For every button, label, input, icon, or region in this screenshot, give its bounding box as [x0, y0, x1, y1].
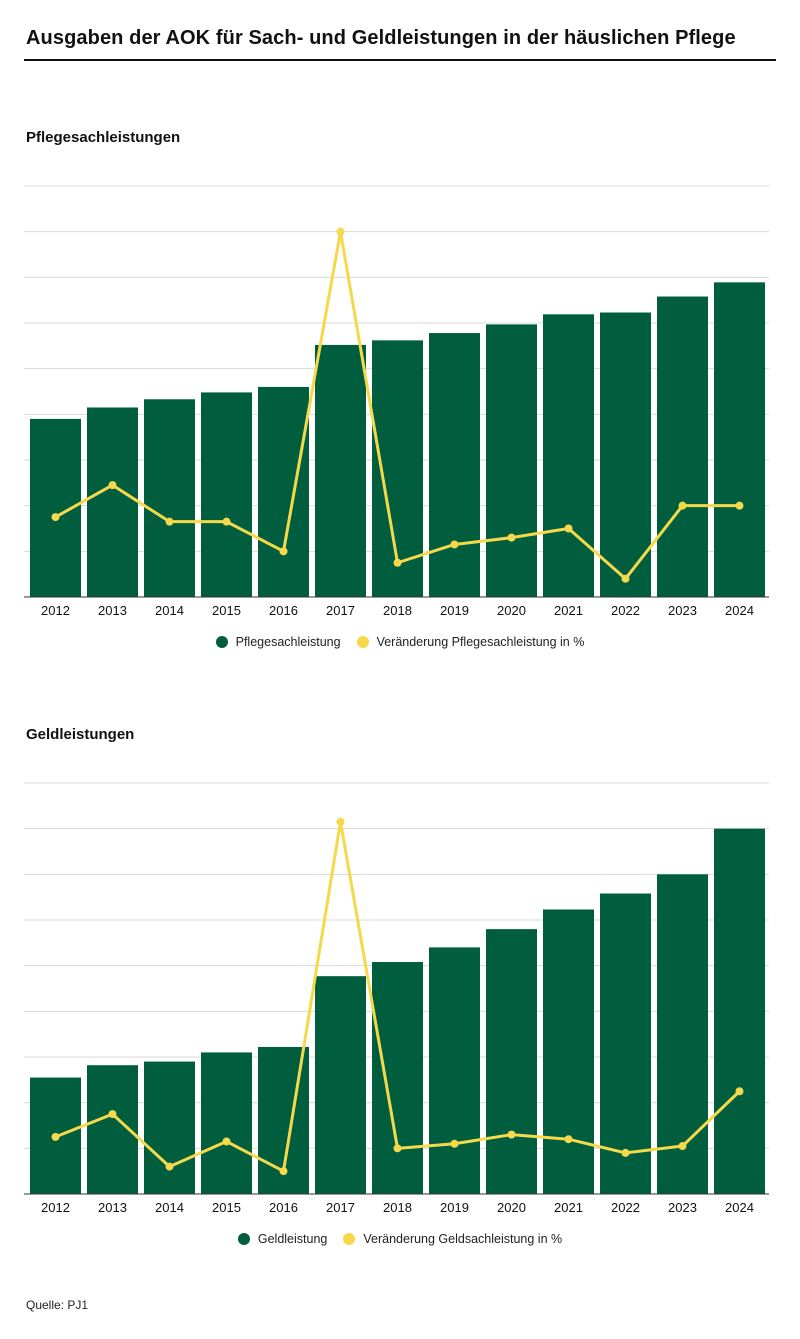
bar-2015 [201, 392, 252, 597]
chart-1-title: Pflegesachleistungen [26, 129, 181, 146]
title-divider [24, 59, 776, 61]
x-tick-label: 2019 [440, 603, 469, 618]
change-point-2012 [51, 1132, 60, 1141]
x-tick-label: 2012 [41, 603, 70, 618]
chart-2-title: Geldleistungen [26, 726, 135, 743]
bar-2021 [543, 909, 594, 1194]
x-tick-label: 2012 [41, 1200, 70, 1215]
change-point-2022 [621, 1148, 630, 1157]
legend-swatch-line [343, 1233, 356, 1245]
x-tick-label: 2022 [611, 1200, 640, 1215]
change-point-2018 [393, 1144, 402, 1153]
bar-2016 [258, 386, 309, 597]
bar-2024 [714, 828, 765, 1194]
change-point-2021 [564, 1135, 573, 1144]
change-point-2017 [336, 227, 345, 236]
x-tick-label: 2014 [155, 1200, 184, 1215]
bar-2014 [144, 399, 195, 597]
change-point-2019 [450, 1139, 459, 1148]
bar-2015 [201, 1052, 252, 1194]
x-tick-label: 2019 [440, 1200, 469, 1215]
x-tick-label: 2022 [611, 603, 640, 618]
change-point-2023 [678, 1142, 687, 1151]
change-point-2014 [165, 1162, 174, 1171]
source-note: Quelle: PJ1 [26, 1298, 89, 1312]
change-point-2016 [279, 1167, 288, 1176]
change-point-2021 [564, 524, 573, 533]
bar-2022 [600, 893, 651, 1194]
x-tick-label: 2018 [383, 603, 412, 618]
change-point-2015 [222, 1137, 231, 1146]
x-tick-label: 2017 [326, 1200, 355, 1215]
x-tick-label: 2016 [269, 603, 298, 618]
bar-2020 [486, 324, 537, 597]
x-tick-label: 2013 [98, 603, 127, 618]
bar-2023 [657, 296, 708, 597]
x-tick-label: 2024 [725, 1200, 754, 1215]
bar-2023 [657, 874, 708, 1194]
legend-label-bar: Geldleistung [257, 1232, 328, 1246]
legend-item-bar: Pflegesachleistung [215, 635, 341, 649]
chart-2-plot: 2012 2013 2014 2015 2016 2017 2018 2019 2020 2021… [24, 782, 769, 1215]
legend-label-bar: Pflegesachleistung [235, 635, 341, 649]
x-tick-label: 2023 [668, 603, 697, 618]
change-point-2013 [108, 1110, 117, 1119]
x-tick-label: 2016 [269, 1200, 298, 1215]
change-point-2022 [621, 574, 630, 583]
chart-2-legend: Geldleistung Veränderung Geldsachleistun… [0, 1232, 800, 1246]
bar-2013 [87, 407, 138, 597]
change-point-2023 [678, 501, 687, 510]
bar-2018 [372, 962, 423, 1194]
chart-1-plot: 2012 2013 2014 2015 2016 2017 2018 2019 2020 2021… [24, 185, 769, 618]
change-point-2018 [393, 558, 402, 567]
x-tick-label: 2020 [497, 1200, 526, 1215]
x-tick-label: 2021 [554, 603, 583, 618]
legend-item-line: Veränderung Pflegesachleistung in % [356, 635, 585, 649]
chart-1-legend: Pflegesachleistung Veränderung Pflegesac… [0, 635, 800, 649]
change-point-2024 [735, 501, 744, 510]
bar-2019 [429, 947, 480, 1194]
bar-2020 [486, 929, 537, 1194]
change-point-2015 [222, 517, 231, 526]
legend-swatch-line [356, 636, 369, 648]
x-tick-label: 2020 [497, 603, 526, 618]
bar-2021 [543, 314, 594, 597]
bar-2014 [144, 1061, 195, 1194]
change-point-2012 [51, 513, 60, 522]
legend-label-line: Veränderung Pflegesachleistung in % [376, 635, 585, 649]
x-tick-label: 2015 [212, 603, 241, 618]
x-tick-label: 2018 [383, 1200, 412, 1215]
x-tick-label: 2024 [725, 603, 754, 618]
bar-2017 [315, 344, 366, 597]
legend-item-bar: Geldleistung [237, 1232, 328, 1246]
change-point-2014 [165, 517, 174, 526]
x-tick-label: 2015 [212, 1200, 241, 1215]
change-point-2020 [507, 533, 516, 542]
x-tick-label: 2014 [155, 603, 184, 618]
legend-swatch-bar [237, 1233, 250, 1245]
bar-2024 [714, 282, 765, 597]
change-point-2024 [735, 1087, 744, 1096]
x-tick-label: 2021 [554, 1200, 583, 1215]
change-point-2020 [507, 1130, 516, 1139]
bar-2022 [600, 312, 651, 597]
x-tick-label: 2017 [326, 603, 355, 618]
change-point-2016 [279, 547, 288, 556]
bar-2019 [429, 333, 480, 597]
change-point-2013 [108, 481, 117, 490]
change-point-2019 [450, 540, 459, 549]
legend-label-line: Veränderung Geldsachleistung in % [363, 1232, 563, 1246]
legend-item-line: Veränderung Geldsachleistung in % [343, 1232, 562, 1246]
x-tick-label: 2023 [668, 1200, 697, 1215]
x-tick-label: 2013 [98, 1200, 127, 1215]
change-point-2017 [336, 817, 345, 826]
legend-swatch-bar [215, 636, 228, 648]
page-title: Ausgaben der AOK für Sach- und Geldleist… [26, 27, 736, 49]
bar-2017 [315, 976, 366, 1194]
